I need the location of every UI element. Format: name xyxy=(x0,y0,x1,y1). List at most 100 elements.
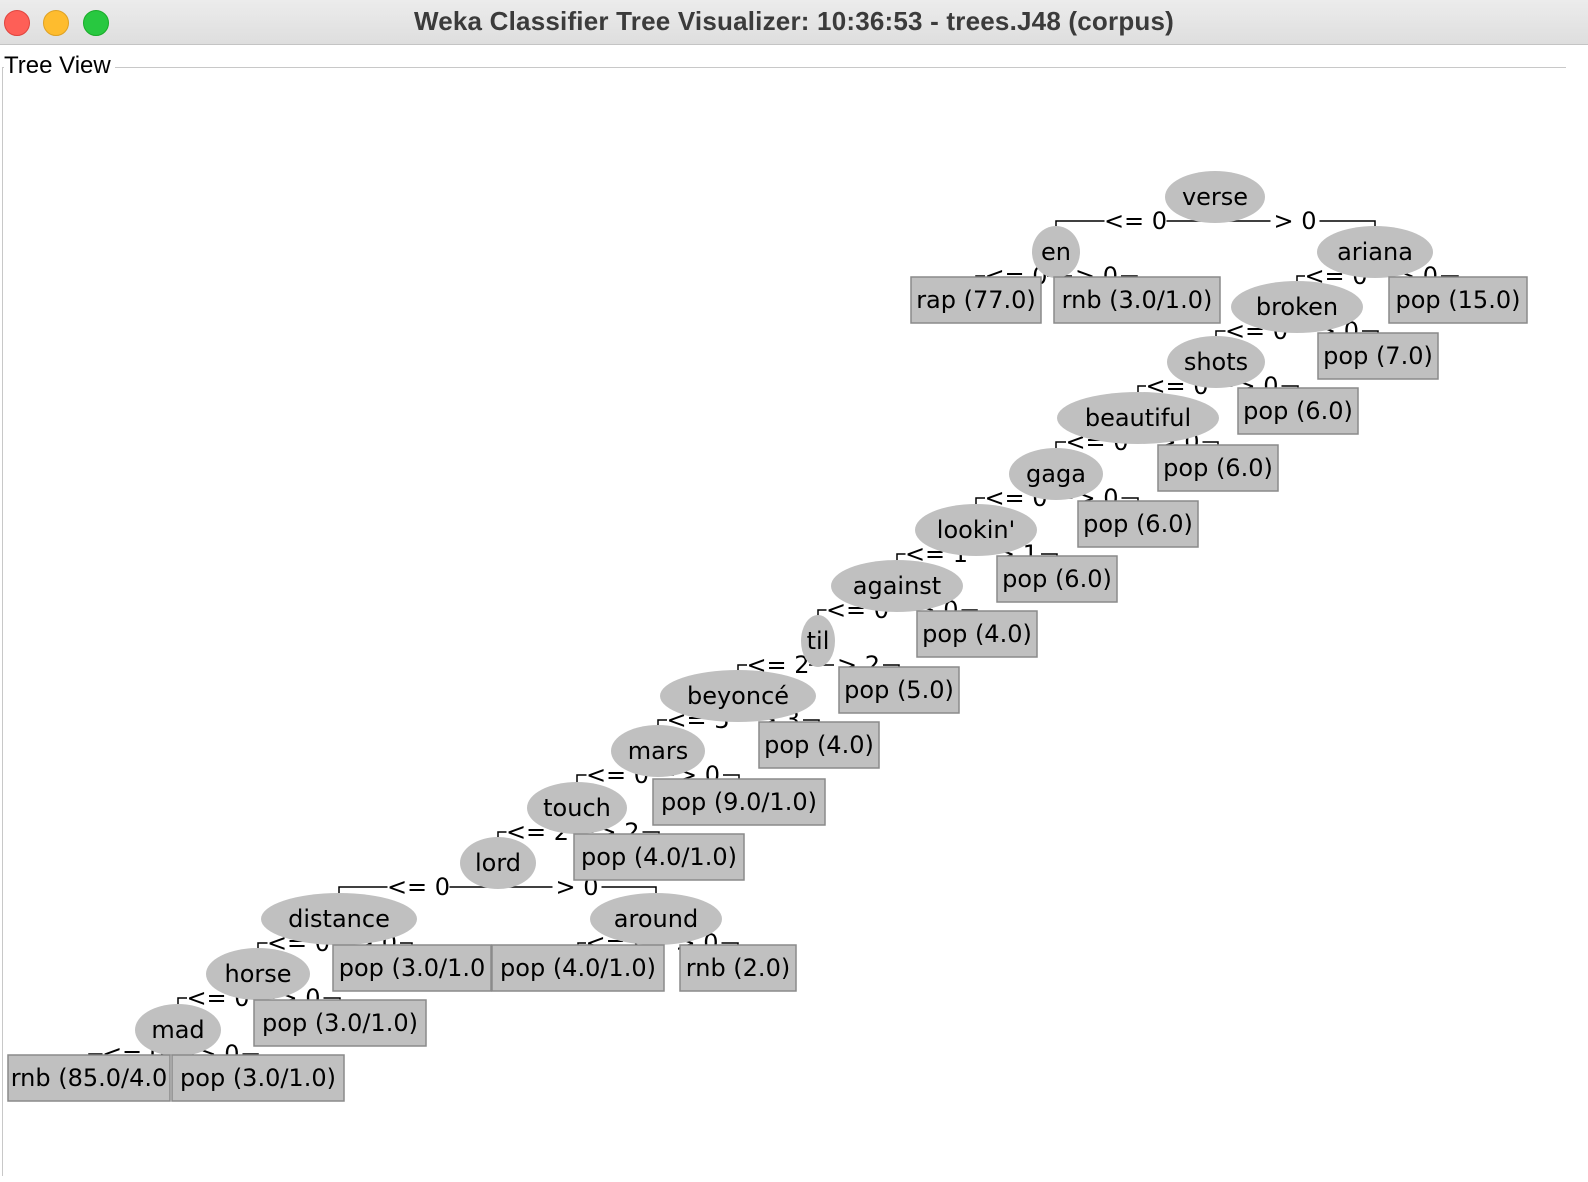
edge-label-background xyxy=(1104,208,1167,232)
leaf-node-box xyxy=(910,276,1042,324)
split-node-ellipse xyxy=(915,504,1037,556)
leaf-node-label: rnb (2.0) xyxy=(686,954,790,982)
split-node[interactable]: broken xyxy=(1231,281,1363,333)
split-node[interactable]: mars xyxy=(611,725,705,777)
close-icon[interactable] xyxy=(4,10,30,36)
leaf-node-box xyxy=(758,721,880,769)
leaf-node-box xyxy=(1053,276,1221,324)
leaf-node-label: pop (4.0) xyxy=(764,731,874,759)
split-node[interactable]: beyoncé xyxy=(660,670,816,722)
split-node-label: shots xyxy=(1184,348,1248,376)
split-node-label: around xyxy=(614,905,698,933)
tree-view-panel: Tree View <= 0 > 0 <= 0 > 0 <= 0 > 0 <= 0 > 0 <=… xyxy=(0,45,1588,1182)
leaf-node-box xyxy=(573,833,745,881)
leaf-node-box xyxy=(1077,500,1199,548)
split-node[interactable]: mad xyxy=(135,1004,221,1056)
leaf-node[interactable]: pop (4.0) xyxy=(916,610,1038,658)
leaf-node[interactable]: pop (6.0) xyxy=(1157,444,1279,492)
leaf-node[interactable]: rnb (85.0/4.0 xyxy=(7,1054,171,1102)
leaf-node-label: pop (6.0) xyxy=(1083,510,1193,538)
leaf-node-box xyxy=(1388,276,1528,324)
leaf-node-box xyxy=(253,999,427,1047)
split-node-ellipse xyxy=(1165,171,1265,223)
split-node-ellipse xyxy=(1032,226,1080,278)
split-node-label: horse xyxy=(224,960,291,988)
leaf-node[interactable]: pop (4.0) xyxy=(758,721,880,769)
split-node[interactable]: ariana xyxy=(1317,226,1433,278)
leaf-node[interactable]: pop (9.0/1.0) xyxy=(652,778,826,826)
split-node[interactable]: til xyxy=(801,615,835,667)
leaf-node-box xyxy=(171,1054,345,1102)
leaf-node[interactable]: rap (77.0) xyxy=(910,276,1042,324)
minimize-icon[interactable] xyxy=(43,10,69,36)
split-node[interactable]: lord xyxy=(460,837,536,889)
tree-view-border xyxy=(2,67,1566,1176)
leaf-node-label: pop (3.0/1.0) xyxy=(262,1009,418,1037)
split-node-label: lookin' xyxy=(937,516,1015,544)
split-node[interactable]: around xyxy=(590,893,722,945)
split-node-ellipse xyxy=(1009,448,1103,500)
leaf-node-label: pop (3.0/1.0) xyxy=(180,1064,336,1092)
leaf-node[interactable]: pop (15.0) xyxy=(1388,276,1528,324)
split-node-label: broken xyxy=(1256,293,1338,321)
leaf-node[interactable]: pop (7.0) xyxy=(1317,332,1439,380)
leaf-node-box xyxy=(916,610,1038,658)
leaf-node-label: pop (3.0/1.0 xyxy=(339,954,486,982)
leaf-node[interactable]: pop (5.0) xyxy=(838,666,960,714)
leaf-node[interactable]: pop (4.0/1.0) xyxy=(491,944,665,992)
leaf-node-label: rnb (85.0/4.0 xyxy=(11,1064,168,1092)
leaf-node[interactable]: pop (6.0) xyxy=(996,555,1118,603)
split-node[interactable]: en xyxy=(1032,226,1080,278)
split-node-ellipse xyxy=(831,560,963,612)
split-node-label: touch xyxy=(543,794,611,822)
split-node-label: en xyxy=(1041,238,1071,266)
split-node[interactable]: lookin' xyxy=(915,504,1037,556)
leaf-node-label: pop (4.0) xyxy=(922,620,1032,648)
split-node-label: beyoncé xyxy=(687,682,789,710)
split-node[interactable]: shots xyxy=(1167,336,1265,388)
leaf-node[interactable]: rnb (3.0/1.0) xyxy=(1053,276,1221,324)
split-node-ellipse xyxy=(1317,226,1433,278)
leaf-node[interactable]: pop (4.0/1.0) xyxy=(573,833,745,881)
split-node[interactable]: verse xyxy=(1165,171,1265,223)
split-node[interactable]: horse xyxy=(206,948,310,1000)
split-node-ellipse xyxy=(590,893,722,945)
leaf-node-box xyxy=(996,555,1118,603)
split-node-label: mad xyxy=(151,1016,204,1044)
split-node-ellipse xyxy=(460,837,536,889)
split-node-ellipse xyxy=(135,1004,221,1056)
split-node-ellipse xyxy=(1167,336,1265,388)
leaf-node-label: rnb (3.0/1.0) xyxy=(1062,286,1213,314)
split-node[interactable]: beautiful xyxy=(1057,392,1219,444)
edge-label: <= 0 xyxy=(1104,207,1167,235)
split-node-label: lord xyxy=(475,849,521,877)
leaf-node-label: pop (5.0) xyxy=(844,676,954,704)
leaf-node-label: pop (6.0) xyxy=(1002,565,1112,593)
window-title: Weka Classifier Tree Visualizer: 10:36:5… xyxy=(413,6,1175,36)
leaf-node[interactable]: pop (6.0) xyxy=(1077,500,1199,548)
split-node[interactable]: touch xyxy=(527,782,627,834)
leaf-node[interactable]: pop (3.0/1.0) xyxy=(171,1054,345,1102)
leaf-node-label: pop (15.0) xyxy=(1396,286,1521,314)
split-node[interactable]: distance xyxy=(261,893,417,945)
leaf-node-box xyxy=(7,1054,171,1102)
leaf-node-box xyxy=(1317,332,1439,380)
leaf-node[interactable]: pop (6.0) xyxy=(1237,387,1359,435)
split-node-ellipse xyxy=(261,893,417,945)
split-node-ellipse xyxy=(1231,281,1363,333)
leaf-node-box xyxy=(652,778,826,826)
title-bar: Weka Classifier Tree Visualizer: 10:36:5… xyxy=(0,0,1588,45)
leaf-node[interactable]: pop (3.0/1.0 xyxy=(332,944,492,992)
tree-view-label: Tree View xyxy=(4,52,115,80)
leaf-node-box xyxy=(1157,444,1279,492)
split-node-label: ariana xyxy=(1337,238,1413,266)
split-node-label: distance xyxy=(288,905,390,933)
leaf-node[interactable]: rnb (2.0) xyxy=(679,944,797,992)
split-node[interactable]: gaga xyxy=(1009,448,1103,500)
split-node[interactable]: against xyxy=(831,560,963,612)
leaf-node-box xyxy=(838,666,960,714)
maximize-icon[interactable] xyxy=(83,10,109,36)
decision-tree[interactable]: <= 0 > 0<= 0 > 0 <= 0 > 0<= 0 > 0<= 0 > 0<= 0 >… xyxy=(0,45,1588,1182)
leaf-node-label: pop (9.0/1.0) xyxy=(661,788,817,816)
leaf-node[interactable]: pop (3.0/1.0) xyxy=(253,999,427,1047)
